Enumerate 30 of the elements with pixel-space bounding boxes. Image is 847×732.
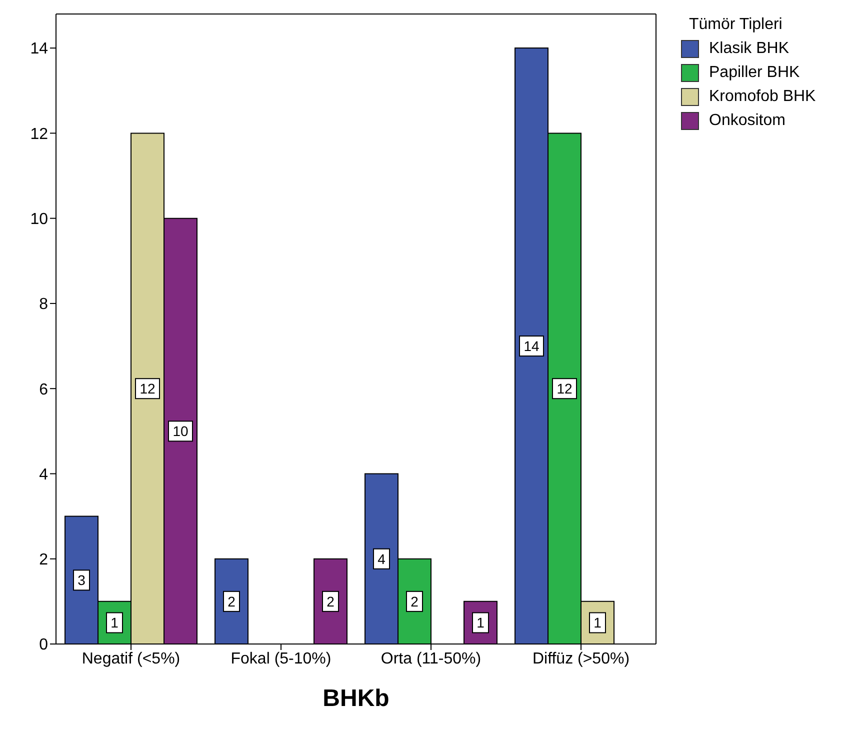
x-tick-label: Orta (11-50%) xyxy=(380,650,482,668)
legend-label: Klasik BHK xyxy=(709,40,790,58)
legend-label: Papiller BHK xyxy=(709,64,800,82)
y-tick-label: 8 xyxy=(39,296,48,314)
y-tick-label: 6 xyxy=(39,381,48,398)
data-label: 2 xyxy=(410,593,419,610)
x-tick-label: Diffüz (>50%) xyxy=(532,650,630,668)
x-tick-label: Fokal (5-10%) xyxy=(230,650,332,668)
data-label: 14 xyxy=(524,338,540,354)
y-tick-label: 10 xyxy=(30,211,48,228)
data-label: 2 xyxy=(326,593,335,610)
y-tick-label: 14 xyxy=(30,40,48,58)
legend-label: Kromofob BHK xyxy=(709,88,816,106)
data-label: 4 xyxy=(378,550,386,567)
x-axis-title: BHKb xyxy=(322,685,390,712)
data-label: 1 xyxy=(476,614,485,631)
x-tick-label: Negatif (<5%) xyxy=(82,650,180,668)
legend-label: Onkositom xyxy=(709,112,786,130)
legend-title: Tümör Tipleri xyxy=(689,16,784,34)
y-tick-label: 0 xyxy=(39,636,48,654)
data-label: 3 xyxy=(78,572,86,588)
y-tick-label: 12 xyxy=(30,126,48,143)
data-label: 2 xyxy=(228,593,236,610)
y-tick-label: 4 xyxy=(39,466,48,484)
data-label: 1 xyxy=(110,614,119,631)
data-label: 1 xyxy=(594,614,602,631)
data-label: 10 xyxy=(172,423,188,440)
data-label: 12 xyxy=(556,380,572,397)
data-label: 12 xyxy=(140,380,156,397)
y-tick-label: 2 xyxy=(39,552,48,569)
